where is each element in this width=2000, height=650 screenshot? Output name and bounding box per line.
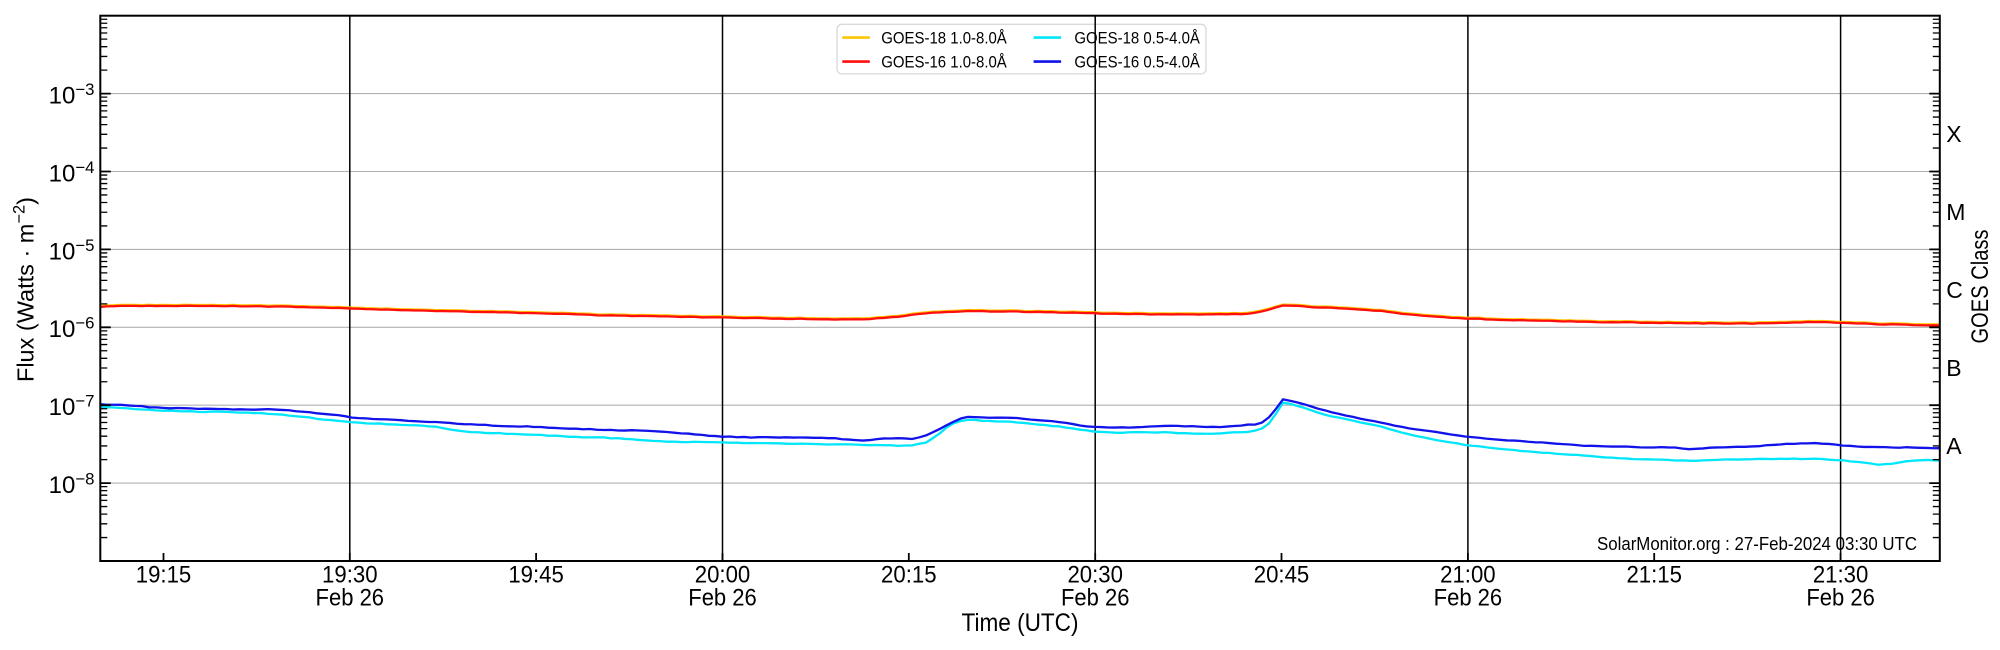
- svg-text:GOES Class: GOES Class: [1967, 230, 1994, 344]
- svg-text:Feb 26: Feb 26: [1434, 585, 1503, 612]
- svg-text:Feb 26: Feb 26: [316, 585, 385, 612]
- svg-text:20:00: 20:00: [695, 562, 751, 589]
- svg-text:21:15: 21:15: [1626, 562, 1682, 589]
- svg-text:GOES-18 1.0-8.0Å: GOES-18 1.0-8.0Å: [881, 28, 1007, 47]
- svg-text:GOES-18 0.5-4.0Å: GOES-18 0.5-4.0Å: [1074, 28, 1200, 47]
- svg-text:Feb 26: Feb 26: [688, 585, 757, 612]
- svg-text:Time (UTC): Time (UTC): [962, 609, 1079, 637]
- svg-text:20:45: 20:45: [1254, 562, 1310, 589]
- svg-text:C: C: [1946, 277, 1963, 303]
- svg-text:SolarMonitor.org : 27-Feb-2024: SolarMonitor.org : 27-Feb-2024 03:30 UTC: [1597, 534, 1917, 554]
- svg-text:B: B: [1946, 355, 1961, 381]
- svg-text:GOES-16 1.0-8.0Å: GOES-16 1.0-8.0Å: [881, 52, 1007, 71]
- svg-text:Flux (Watts · m−2): Flux (Watts · m−2): [11, 197, 39, 382]
- svg-text:19:45: 19:45: [508, 562, 564, 589]
- svg-text:A: A: [1946, 433, 1962, 459]
- svg-text:21:00: 21:00: [1440, 562, 1496, 589]
- svg-text:19:30: 19:30: [322, 562, 378, 589]
- svg-text:21:30: 21:30: [1813, 562, 1869, 589]
- svg-text:20:30: 20:30: [1067, 562, 1123, 589]
- svg-text:20:15: 20:15: [881, 562, 937, 589]
- svg-text:Feb 26: Feb 26: [1806, 585, 1875, 612]
- svg-text:GOES-16 0.5-4.0Å: GOES-16 0.5-4.0Å: [1074, 52, 1200, 71]
- svg-text:X: X: [1946, 121, 1961, 147]
- svg-text:M: M: [1946, 199, 1965, 225]
- svg-text:19:15: 19:15: [136, 562, 192, 589]
- svg-text:Feb 26: Feb 26: [1061, 585, 1130, 612]
